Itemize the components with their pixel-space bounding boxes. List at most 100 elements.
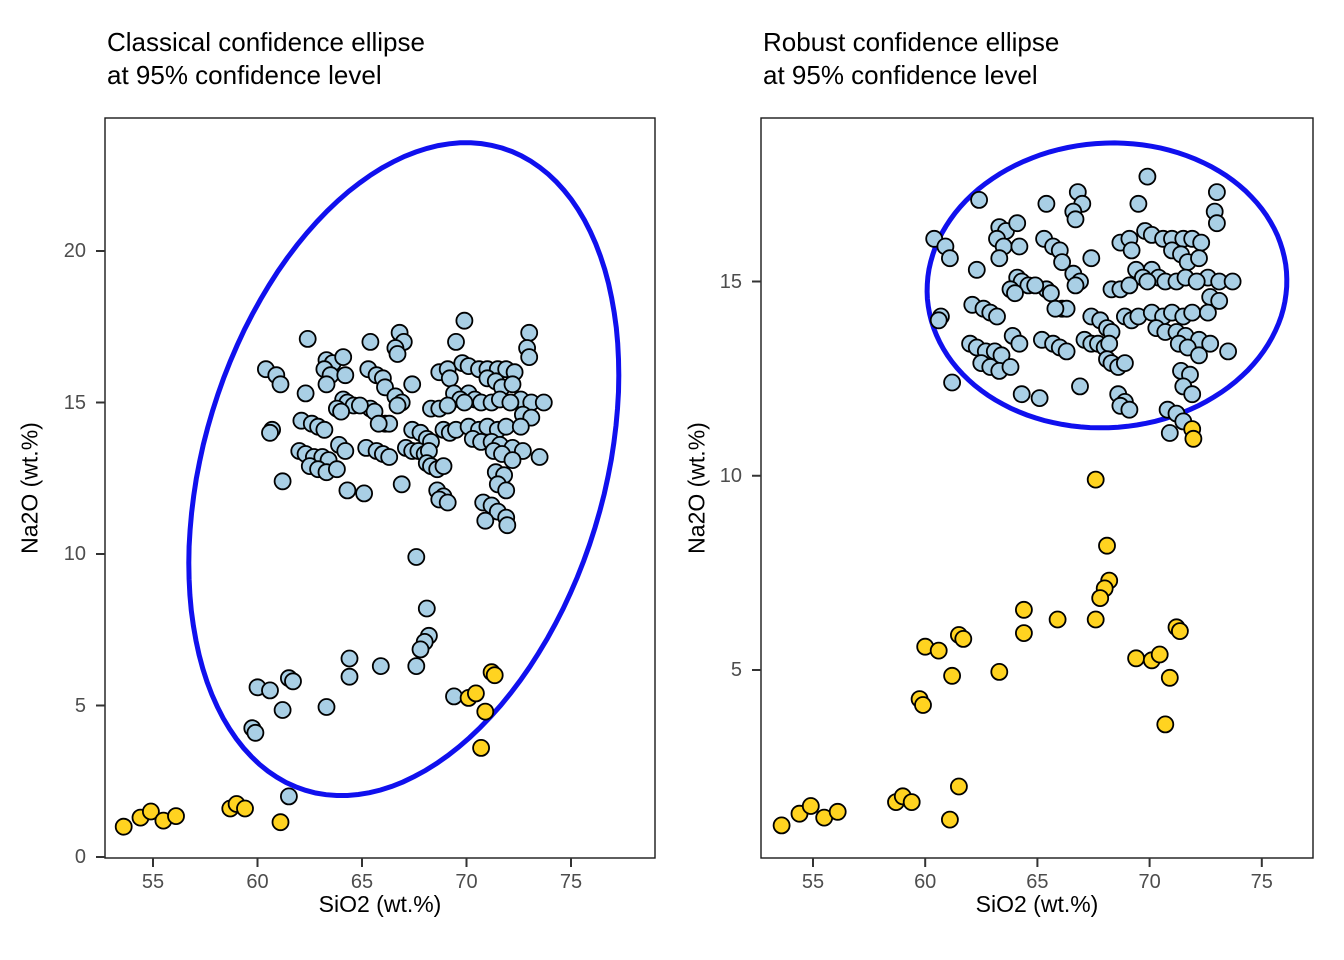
data-point-inlier xyxy=(392,475,411,494)
x-tick-label: 55 xyxy=(801,871,825,893)
data-point-inlier xyxy=(434,457,453,476)
data-point-inlier xyxy=(970,190,988,209)
data-point-inlier xyxy=(967,260,986,279)
data-point-outlier xyxy=(141,802,160,821)
data-point-inlier xyxy=(332,402,351,421)
data-point-inlier xyxy=(271,375,290,394)
data-point-inlier xyxy=(1066,276,1085,295)
data-point-inlier xyxy=(261,681,279,700)
data-point-inlier xyxy=(1116,354,1134,373)
panel-title-robust: Robust confidence ellipse at 95% confide… xyxy=(763,27,1060,90)
data-point-inlier xyxy=(315,420,334,439)
data-point-inlier xyxy=(1057,342,1076,361)
data-point-inlier xyxy=(317,375,336,394)
data-point-outlier xyxy=(1171,622,1189,640)
y-tick-label: 15 xyxy=(719,270,742,293)
data-point-outlier xyxy=(1150,645,1169,664)
data-point-inlier xyxy=(327,460,346,479)
data-point-outlier xyxy=(828,802,847,821)
data-point-inlier xyxy=(1138,167,1157,186)
data-point-inlier xyxy=(1201,334,1220,353)
data-point-inlier xyxy=(497,417,516,436)
data-point-inlier xyxy=(445,687,463,706)
data-point-outlier xyxy=(1098,536,1116,555)
data-point-inlier xyxy=(273,472,292,491)
data-point-inlier xyxy=(1199,303,1217,322)
data-point-inlier xyxy=(1010,334,1029,353)
data-point-inlier xyxy=(988,307,1006,326)
data-point-inlier xyxy=(498,516,517,535)
data-point-inlier xyxy=(1037,194,1056,213)
confidence-ellipse-classical xyxy=(186,140,622,798)
data-point-inlier xyxy=(1122,241,1141,260)
data-point-inlier xyxy=(1046,299,1065,318)
data-point-inlier xyxy=(511,417,530,436)
data-point-inlier xyxy=(1223,272,1242,291)
data-point-outlier xyxy=(1048,610,1067,629)
data-point-outlier xyxy=(1127,649,1145,668)
data-point-inlier xyxy=(1120,276,1139,295)
data-point-inlier xyxy=(340,649,359,668)
data-point-outlier xyxy=(476,702,495,721)
data-point-outlier xyxy=(1160,668,1179,687)
data-point-inlier xyxy=(1042,284,1060,303)
data-point-outlier xyxy=(472,739,491,757)
data-point-inlier xyxy=(1192,233,1211,252)
data-point-inlier xyxy=(1012,385,1031,404)
data-point-inlier xyxy=(455,311,474,330)
data-point-inlier xyxy=(503,451,522,470)
x-tick-label: 75 xyxy=(1250,871,1273,893)
data-point-inlier xyxy=(336,442,355,460)
data-point-inlier xyxy=(1210,291,1229,310)
data-point-inlier xyxy=(338,481,357,500)
data-point-outlier xyxy=(167,807,185,825)
data-point-outlier xyxy=(1086,470,1105,489)
data-point-inlier xyxy=(407,657,426,675)
data-point-outlier xyxy=(954,630,973,648)
data-point-outlier xyxy=(801,797,820,815)
data-point-inlier xyxy=(340,667,359,686)
data-point-outlier xyxy=(114,817,133,836)
data-point-inlier xyxy=(279,787,298,806)
data-point-inlier xyxy=(534,393,553,412)
data-point-outlier xyxy=(236,799,254,818)
x-tick-label: 60 xyxy=(914,871,937,893)
data-point-inlier xyxy=(1129,194,1148,213)
data-point-inlier xyxy=(1219,342,1237,361)
data-point-outlier xyxy=(1091,589,1110,607)
data-point-inlier xyxy=(380,448,399,466)
data-point-inlier xyxy=(1160,424,1179,442)
x-tick-label: 60 xyxy=(246,871,269,893)
data-point-inlier xyxy=(1001,358,1020,376)
data-point-inlier xyxy=(361,332,380,351)
data-point-inlier xyxy=(1183,303,1202,322)
data-point-outlier xyxy=(1184,429,1203,448)
x-tick-label: 65 xyxy=(350,871,374,893)
data-point-inlier xyxy=(388,396,407,415)
data-point-inlier xyxy=(455,393,474,412)
data-point-inlier xyxy=(1066,210,1085,229)
data-point-outlier xyxy=(902,793,921,811)
data-point-inlier xyxy=(438,493,457,512)
data-point-inlier xyxy=(530,448,549,466)
data-point-inlier xyxy=(503,375,522,394)
x-tick-label: 70 xyxy=(1138,871,1161,893)
data-point-inlier xyxy=(284,672,302,691)
y-axis-title-classical: Na2O (wt.%) xyxy=(16,422,43,554)
data-point-inlier xyxy=(336,366,355,385)
data-point-outlier xyxy=(1086,610,1105,629)
y-tick-label: 20 xyxy=(63,240,86,262)
x-axis-title-robust: SiO2 (wt.%) xyxy=(975,891,1099,917)
y-axis-title-robust: Na2O (wt.%) xyxy=(683,422,710,554)
data-point-inlier xyxy=(388,345,407,363)
data-point-outlier xyxy=(943,666,961,685)
data-point-inlier xyxy=(1183,385,1202,404)
data-point-outlier xyxy=(914,696,932,714)
data-point-inlier xyxy=(1187,272,1206,291)
data-point-inlier xyxy=(1026,276,1045,295)
data-point-inlier xyxy=(355,484,374,503)
data-point-outlier xyxy=(466,684,485,703)
panel-border xyxy=(104,117,656,859)
